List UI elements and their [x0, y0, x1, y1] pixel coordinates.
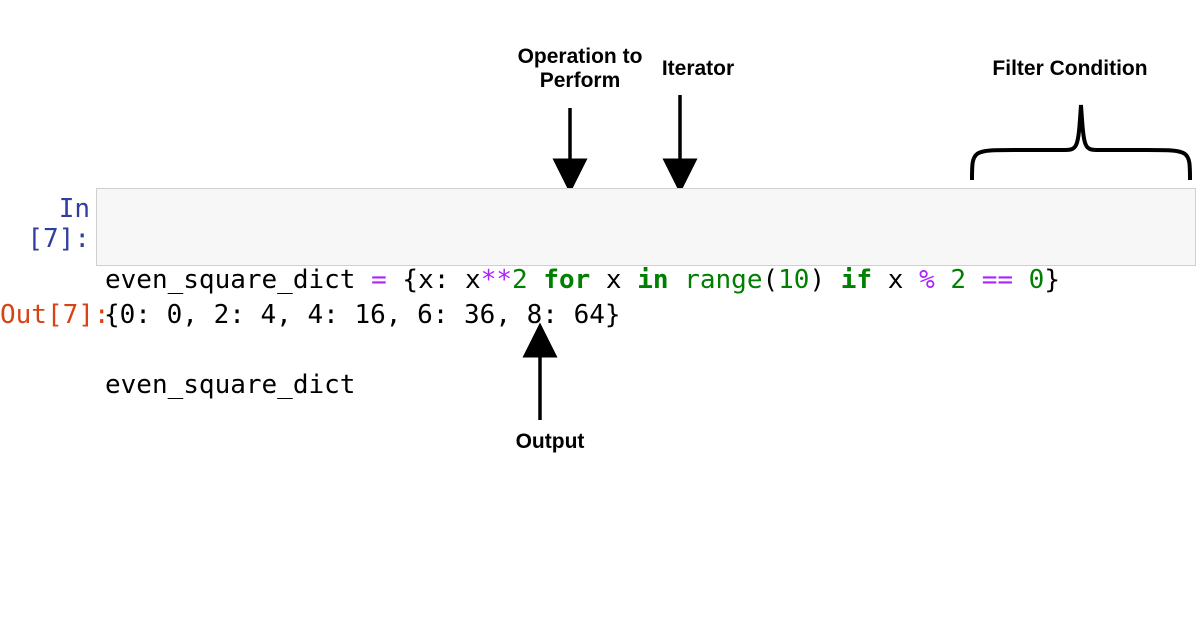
diagram-canvas: Operation to Perform Iterator Filter Con… — [0, 0, 1200, 630]
arrow-output — [0, 0, 1200, 630]
